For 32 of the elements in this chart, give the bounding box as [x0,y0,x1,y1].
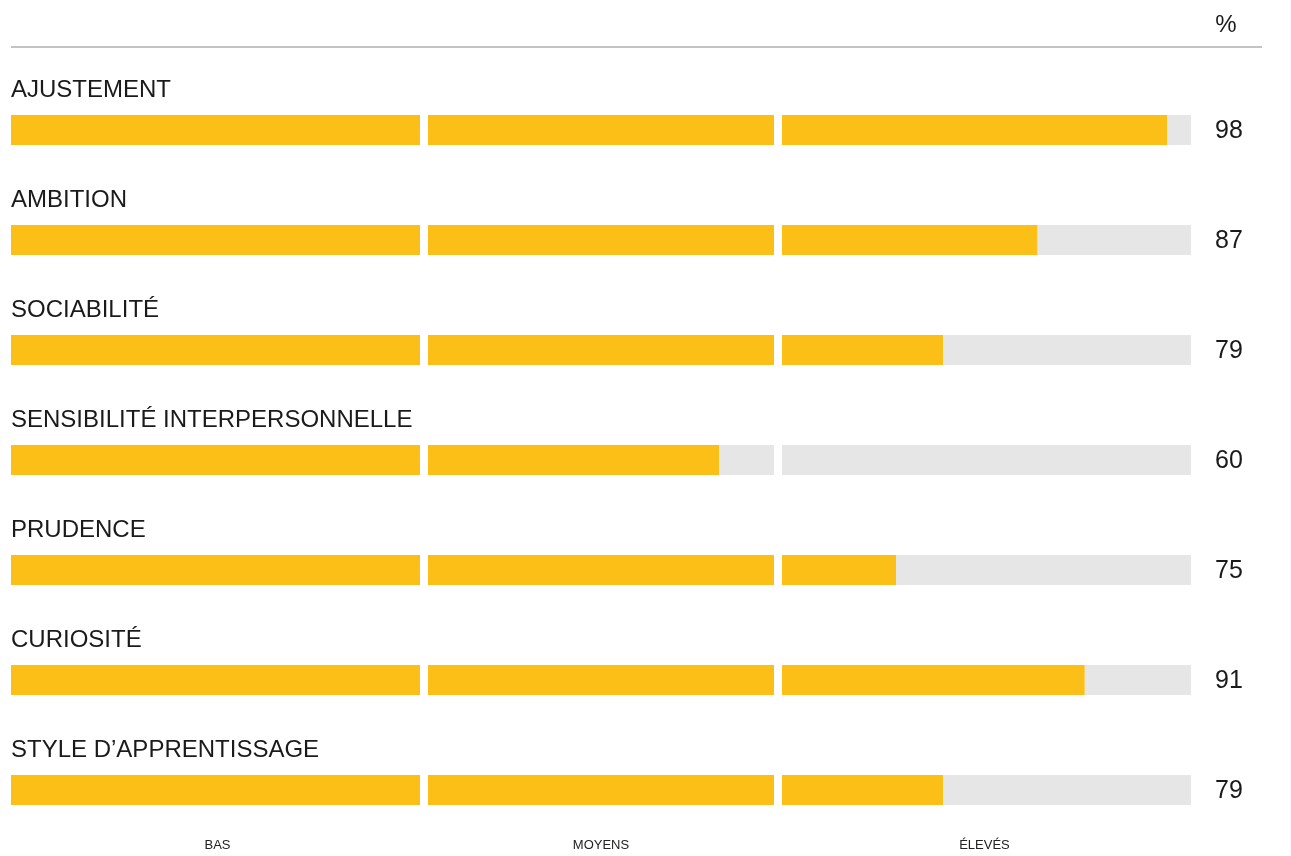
data-label: 87 [1215,225,1243,253]
bar [11,335,944,365]
bar [11,225,1038,255]
bar [11,775,944,805]
bar [1167,115,1191,145]
bar [943,335,1191,365]
bar [11,665,1085,695]
text: BAS [204,837,231,852]
data-label: 60 [1215,445,1243,473]
data-label: 91 [1215,665,1243,693]
y-tick-label: AMBITION [11,185,128,212]
y-tick-label: STYLE D’APPRENTISSAGE [11,735,320,762]
text: MOYENS [572,837,630,852]
text: ÉLEVÉS [959,837,1011,852]
bar [11,555,896,585]
y-tick-label: SOCIABILITÉ [11,295,160,322]
bar [11,445,719,475]
data-label: 75 [1215,555,1243,583]
data-label: 98 [1215,115,1243,143]
y-tick-label: AJUSTEMENT [11,75,172,102]
bar [1084,665,1191,695]
bar [896,555,1191,585]
y-tick-label: PRUDENCE [11,515,146,542]
bar [719,445,1191,475]
data-label: 79 [1215,335,1243,363]
text: % [1215,10,1237,37]
bar [1037,225,1191,255]
bar [11,115,1168,145]
y-tick-label: CURIOSITÉ [11,625,142,652]
y-tick-label: SENSIBILITÉ INTERPERSONNELLE [11,405,413,432]
data-label: 79 [1215,775,1243,803]
bar [943,775,1191,805]
